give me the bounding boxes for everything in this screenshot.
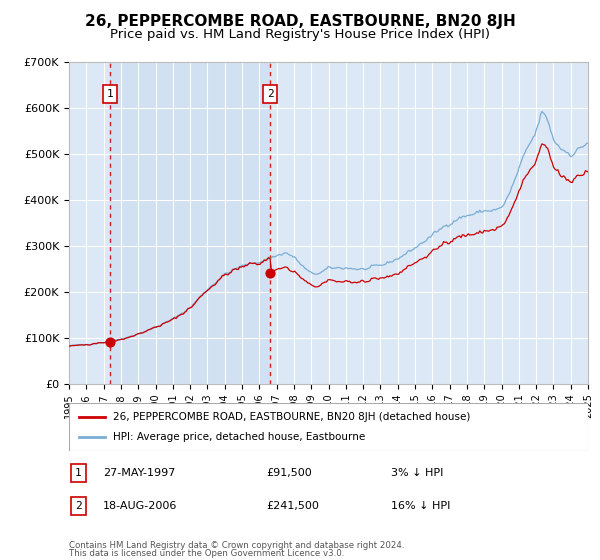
Text: Price paid vs. HM Land Registry's House Price Index (HPI): Price paid vs. HM Land Registry's House …: [110, 28, 490, 41]
Text: Contains HM Land Registry data © Crown copyright and database right 2024.: Contains HM Land Registry data © Crown c…: [69, 541, 404, 550]
Text: 2: 2: [267, 89, 274, 99]
Text: 27-MAY-1997: 27-MAY-1997: [103, 468, 175, 478]
Point: [265, 268, 275, 277]
Text: 1: 1: [75, 468, 82, 478]
Text: 16% ↓ HPI: 16% ↓ HPI: [391, 501, 450, 511]
Text: 18-AUG-2006: 18-AUG-2006: [103, 501, 177, 511]
Text: £241,500: £241,500: [266, 501, 319, 511]
Text: HPI: Average price, detached house, Eastbourne: HPI: Average price, detached house, East…: [113, 432, 365, 442]
Text: This data is licensed under the Open Government Licence v3.0.: This data is licensed under the Open Gov…: [69, 549, 344, 558]
Text: 3% ↓ HPI: 3% ↓ HPI: [391, 468, 443, 478]
Bar: [110, 62, 270, 384]
Text: 2: 2: [75, 501, 82, 511]
Text: £91,500: £91,500: [266, 468, 312, 478]
Text: 26, PEPPERCOMBE ROAD, EASTBOURNE, BN20 8JH: 26, PEPPERCOMBE ROAD, EASTBOURNE, BN20 8…: [85, 14, 515, 29]
Text: 1: 1: [107, 89, 113, 99]
Point: [106, 337, 115, 346]
Text: 26, PEPPERCOMBE ROAD, EASTBOURNE, BN20 8JH (detached house): 26, PEPPERCOMBE ROAD, EASTBOURNE, BN20 8…: [113, 412, 470, 422]
